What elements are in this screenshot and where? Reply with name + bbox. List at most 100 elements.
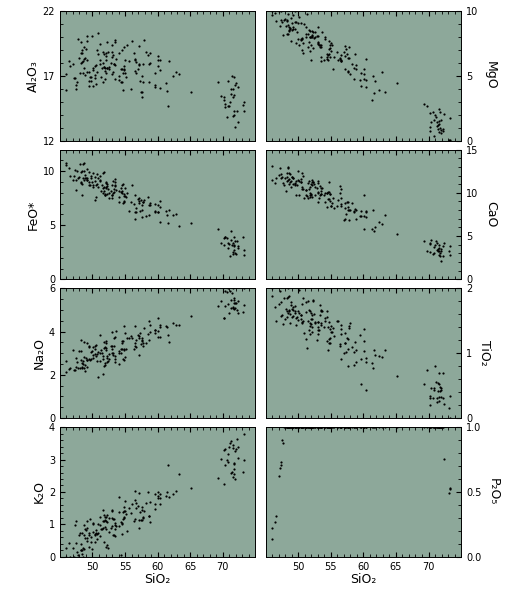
Point bbox=[357, 379, 365, 389]
Point bbox=[307, 423, 315, 432]
Point bbox=[323, 312, 331, 321]
Point bbox=[78, 166, 86, 176]
Point bbox=[92, 525, 101, 535]
Point bbox=[286, 23, 294, 33]
Point bbox=[326, 196, 334, 205]
Point bbox=[74, 173, 82, 182]
Point bbox=[115, 71, 123, 81]
Point bbox=[226, 97, 234, 107]
Point bbox=[302, 423, 311, 432]
Point bbox=[327, 201, 336, 211]
Point bbox=[322, 337, 331, 346]
Point bbox=[430, 423, 438, 432]
Point bbox=[277, 169, 285, 179]
Point bbox=[352, 358, 360, 367]
Point bbox=[294, 285, 303, 294]
Point bbox=[332, 201, 341, 211]
Point bbox=[286, 177, 294, 187]
Point bbox=[350, 206, 358, 216]
Y-axis label: Na₂O: Na₂O bbox=[33, 337, 46, 369]
Point bbox=[107, 186, 115, 196]
Point bbox=[108, 341, 116, 350]
Point bbox=[368, 423, 376, 432]
Point bbox=[135, 333, 143, 343]
Point bbox=[85, 67, 93, 77]
Point bbox=[308, 423, 317, 432]
Point bbox=[430, 242, 438, 252]
Point bbox=[72, 175, 80, 184]
Point bbox=[122, 526, 131, 536]
Point bbox=[138, 87, 146, 97]
Point bbox=[429, 423, 438, 432]
Point bbox=[317, 423, 326, 432]
Point bbox=[224, 284, 232, 293]
Point bbox=[289, 423, 297, 432]
Point bbox=[81, 170, 90, 180]
Point bbox=[320, 423, 329, 432]
Point bbox=[313, 335, 321, 345]
Point bbox=[308, 27, 317, 37]
Point bbox=[337, 354, 345, 364]
Point bbox=[71, 517, 80, 526]
Point bbox=[240, 98, 249, 107]
Point bbox=[343, 197, 351, 206]
Point bbox=[280, 180, 288, 190]
Point bbox=[131, 503, 140, 513]
Point bbox=[80, 54, 89, 64]
Point bbox=[119, 61, 128, 71]
Point bbox=[344, 361, 352, 371]
Point bbox=[138, 505, 146, 515]
Point bbox=[108, 506, 117, 516]
Point bbox=[229, 443, 237, 453]
Point bbox=[291, 301, 300, 311]
Point bbox=[278, 17, 286, 27]
Point bbox=[89, 350, 97, 359]
Point bbox=[151, 206, 159, 216]
Point bbox=[78, 545, 86, 555]
Point bbox=[77, 539, 85, 548]
Point bbox=[187, 483, 195, 492]
Point bbox=[229, 284, 237, 293]
Point bbox=[75, 346, 83, 356]
Point bbox=[314, 197, 322, 206]
Point bbox=[435, 423, 443, 432]
Point bbox=[131, 214, 140, 223]
Point bbox=[91, 530, 99, 540]
Point bbox=[317, 27, 326, 37]
Point bbox=[154, 332, 162, 342]
Point bbox=[78, 549, 86, 559]
Point bbox=[341, 423, 349, 432]
Point bbox=[432, 423, 441, 432]
Point bbox=[368, 363, 377, 373]
Point bbox=[311, 423, 319, 432]
Point bbox=[344, 67, 352, 76]
Point bbox=[136, 76, 144, 86]
Point bbox=[92, 60, 101, 69]
Point bbox=[78, 364, 86, 373]
Point bbox=[350, 63, 358, 73]
Point bbox=[144, 193, 152, 202]
Point bbox=[76, 68, 84, 78]
Point bbox=[342, 423, 350, 432]
Point bbox=[309, 179, 318, 188]
Point bbox=[220, 301, 229, 311]
Point bbox=[111, 175, 119, 184]
Point bbox=[306, 191, 314, 200]
Point bbox=[271, 316, 280, 326]
Point bbox=[294, 167, 303, 176]
Point bbox=[289, 173, 297, 183]
Point bbox=[432, 423, 440, 432]
Point bbox=[100, 186, 108, 196]
Point bbox=[285, 179, 293, 188]
Point bbox=[220, 240, 229, 250]
Point bbox=[291, 24, 299, 34]
Point bbox=[316, 300, 324, 309]
Point bbox=[285, 26, 293, 36]
Point bbox=[341, 328, 349, 338]
Point bbox=[268, 523, 276, 533]
Point bbox=[98, 524, 107, 533]
Point bbox=[306, 32, 314, 42]
X-axis label: SiO₂: SiO₂ bbox=[350, 573, 377, 586]
Point bbox=[229, 441, 237, 450]
Point bbox=[108, 67, 117, 77]
